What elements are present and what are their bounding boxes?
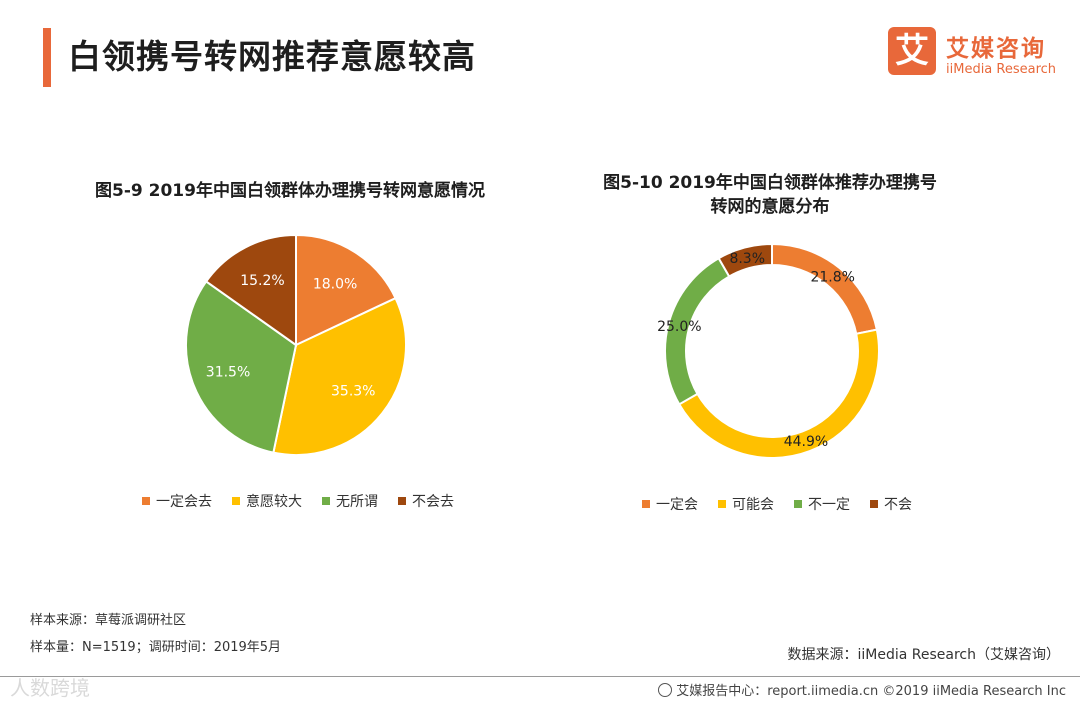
footer: 艾媒报告中心：report.iimedia.cn ©2019 iiMedia R… — [658, 680, 1066, 699]
pie-label-3: 15.2% — [240, 273, 284, 289]
title-accent-bar — [43, 28, 51, 87]
brand-logo: 艾 艾媒咨询 iiMedia Research — [888, 27, 1068, 85]
donut-legend-label-1: 可能会 — [732, 497, 774, 513]
pie-chart-title: 图5-9 2019年中国白领群体办理携号转网意愿情况 — [95, 181, 485, 201]
logo-mark: 艾 — [888, 27, 936, 75]
data-source-note: 数据来源：iiMedia Research（艾媒咨询） — [787, 647, 1061, 663]
donut-legend-swatch-1 — [718, 500, 726, 508]
donut-legend: 一定会 可能会 不一定 不会 — [642, 494, 912, 514]
donut-slice-3 — [717, 242, 773, 278]
donut-label-3: 8.3% — [729, 251, 765, 267]
donut-legend-swatch-3 — [870, 500, 878, 508]
pie-legend-swatch-2 — [322, 497, 330, 505]
pie-legend-item-3: 不会去 — [398, 491, 454, 511]
logo-name-cn: 艾媒咨询 — [946, 36, 1046, 62]
pie-slice-1 — [272, 296, 407, 456]
pie-legend-swatch-0 — [142, 497, 150, 505]
donut-label-1: 44.9% — [784, 434, 828, 450]
pie-label-0: 18.0% — [313, 276, 357, 292]
pie-chart: 18.0% 35.3% 31.5% 15.2% — [185, 233, 407, 456]
donut-legend-label-2: 不一定 — [808, 497, 850, 513]
pie-label-1: 35.3% — [331, 383, 375, 399]
pie-slice-0 — [295, 233, 397, 347]
donut-slice-1 — [677, 328, 880, 459]
sample-source-note: 样本来源：草莓派调研社区 — [30, 613, 187, 628]
pie-legend-item-0: 一定会去 — [142, 491, 212, 511]
donut-legend-item-3: 不会 — [870, 494, 912, 514]
donut-chart: 21.8% 44.9% 25.0% 8.3% — [657, 242, 880, 459]
donut-slice-0 — [771, 242, 879, 336]
pie-legend-item-2: 无所谓 — [322, 491, 378, 511]
footer-text: 艾媒报告中心：report.iimedia.cn ©2019 iiMedia R… — [676, 684, 1066, 699]
donut-chart-title-line2: 转网的意愿分布 — [710, 197, 830, 217]
pie-label-2: 31.5% — [206, 365, 250, 381]
donut-label-2: 25.0% — [657, 319, 701, 335]
donut-legend-swatch-0 — [642, 500, 650, 508]
donut-legend-label-0: 一定会 — [656, 497, 698, 513]
pie-legend: 一定会去 意愿较大 无所谓 不会去 — [142, 491, 454, 511]
pie-legend-label-1: 意愿较大 — [246, 494, 302, 510]
donut-chart-title: 图5-10 2019年中国白领群体推荐办理携号 转网的意愿分布 — [540, 171, 1000, 219]
footer-divider — [0, 676, 1080, 677]
donut-chart-title-line1: 图5-10 2019年中国白领群体推荐办理携号 — [603, 173, 937, 193]
watermark: 人数跨境 — [10, 676, 90, 700]
donut-legend-label-3: 不会 — [884, 497, 912, 513]
donut-legend-item-2: 不一定 — [794, 494, 850, 514]
logo-name-en: iiMedia Research — [946, 62, 1057, 77]
donut-legend-item-0: 一定会 — [642, 494, 698, 514]
pie-legend-item-1: 意愿较大 — [232, 491, 302, 511]
pie-legend-swatch-1 — [232, 497, 240, 505]
donut-legend-item-1: 可能会 — [718, 494, 774, 514]
pie-slice-3 — [204, 233, 297, 347]
pie-slice-2 — [185, 280, 298, 454]
pie-legend-label-3: 不会去 — [412, 494, 454, 510]
globe-icon — [658, 682, 673, 697]
donut-legend-swatch-2 — [794, 500, 802, 508]
pie-legend-label-2: 无所谓 — [336, 494, 378, 510]
donut-label-0: 21.8% — [810, 270, 854, 286]
page-title: 白领携号转网推荐意愿较高 — [68, 37, 476, 76]
pie-legend-label-0: 一定会去 — [156, 494, 212, 510]
sample-size-note: 样本量：N=1519；调研时间：2019年5月 — [30, 640, 282, 655]
pie-legend-swatch-3 — [398, 497, 406, 505]
